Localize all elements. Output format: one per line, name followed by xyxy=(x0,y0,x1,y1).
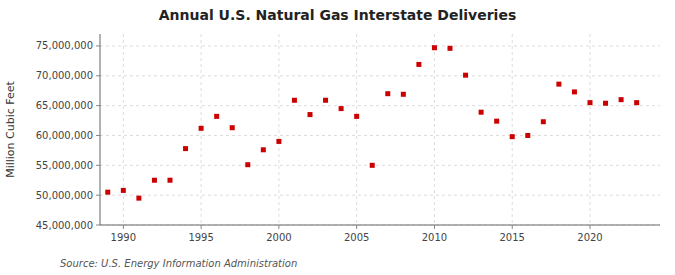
axes: 45,000,000 50,000,000 55,000,000 60,000,000… xyxy=(36,34,660,243)
x-tick-label: 2020 xyxy=(577,232,602,243)
x-tick xyxy=(434,225,435,229)
x-tick xyxy=(123,225,124,229)
point xyxy=(416,62,421,67)
point xyxy=(292,98,297,103)
y-tick-label: 65,000,000 xyxy=(36,100,93,111)
y-grid-line xyxy=(100,45,660,46)
point xyxy=(105,190,110,195)
point xyxy=(230,125,235,130)
chart: Annual U.S. Natural Gas Interstate Deliv… xyxy=(0,0,675,275)
y-tick xyxy=(96,75,100,76)
y-tick-label: 70,000,000 xyxy=(36,70,93,81)
y-tick xyxy=(96,45,100,46)
y-tick xyxy=(96,195,100,196)
x-tick xyxy=(278,225,279,229)
y-grid-line xyxy=(100,135,660,136)
point xyxy=(479,110,484,115)
y-tick-label: 55,000,000 xyxy=(36,160,93,171)
y-tick-label: 50,000,000 xyxy=(36,190,93,201)
x-tick-label: 2005 xyxy=(344,232,369,243)
point xyxy=(261,147,266,152)
point xyxy=(385,91,390,96)
x-grid-line xyxy=(356,34,357,225)
x-tick-label: 2010 xyxy=(422,232,447,243)
point xyxy=(541,119,546,124)
point xyxy=(183,146,188,151)
x-grid-line xyxy=(123,34,124,225)
point xyxy=(152,178,157,183)
point xyxy=(370,163,375,168)
point xyxy=(572,89,577,94)
point xyxy=(432,45,437,50)
y-tick xyxy=(96,165,100,166)
y-tick xyxy=(96,105,100,106)
y-axis-label: Million Cubic Feet xyxy=(4,80,17,177)
y-tick xyxy=(96,225,100,226)
point xyxy=(168,178,173,183)
y-grid-line xyxy=(100,165,660,166)
y-tick-label: 60,000,000 xyxy=(36,130,93,141)
point xyxy=(354,114,359,119)
y-tick-label: 75,000,000 xyxy=(36,40,93,51)
point xyxy=(634,100,639,105)
x-tick-label: 1990 xyxy=(111,232,136,243)
point xyxy=(214,114,219,119)
x-tick-label: 2000 xyxy=(266,232,291,243)
point xyxy=(448,46,453,51)
x-tick xyxy=(201,225,202,229)
title: Annual U.S. Natural Gas Interstate Deliv… xyxy=(159,7,516,23)
y-tick xyxy=(96,135,100,136)
x-tick xyxy=(590,225,591,229)
point xyxy=(510,134,515,139)
point xyxy=(463,73,468,78)
point xyxy=(136,196,141,201)
point xyxy=(556,82,561,87)
point xyxy=(525,133,530,138)
point xyxy=(323,98,328,103)
point xyxy=(276,139,281,144)
point xyxy=(199,126,204,131)
point xyxy=(494,119,499,124)
source-note: Source: U.S. Energy Information Administ… xyxy=(60,258,297,269)
y-grid-line xyxy=(100,225,660,226)
grid xyxy=(100,34,660,225)
y-grid-line xyxy=(100,105,660,106)
x-grid-line xyxy=(434,34,435,225)
x-axis-line xyxy=(100,225,660,226)
y-tick-label: 45,000,000 xyxy=(36,220,93,231)
x-grid-line xyxy=(512,34,513,225)
point xyxy=(308,112,313,117)
point xyxy=(121,188,126,193)
y-axis-line xyxy=(100,34,101,225)
y-grid-line xyxy=(100,195,660,196)
x-tick-label: 2015 xyxy=(499,232,524,243)
points xyxy=(105,45,639,200)
x-tick xyxy=(356,225,357,229)
x-tick xyxy=(512,225,513,229)
point xyxy=(339,106,344,111)
y-grid-line xyxy=(100,75,660,76)
x-tick-label: 1995 xyxy=(188,232,213,243)
point xyxy=(588,100,593,105)
point xyxy=(619,97,624,102)
point xyxy=(245,162,250,167)
point xyxy=(401,92,406,97)
x-grid-line xyxy=(590,34,591,225)
point xyxy=(603,101,608,106)
x-grid-line xyxy=(278,34,279,225)
